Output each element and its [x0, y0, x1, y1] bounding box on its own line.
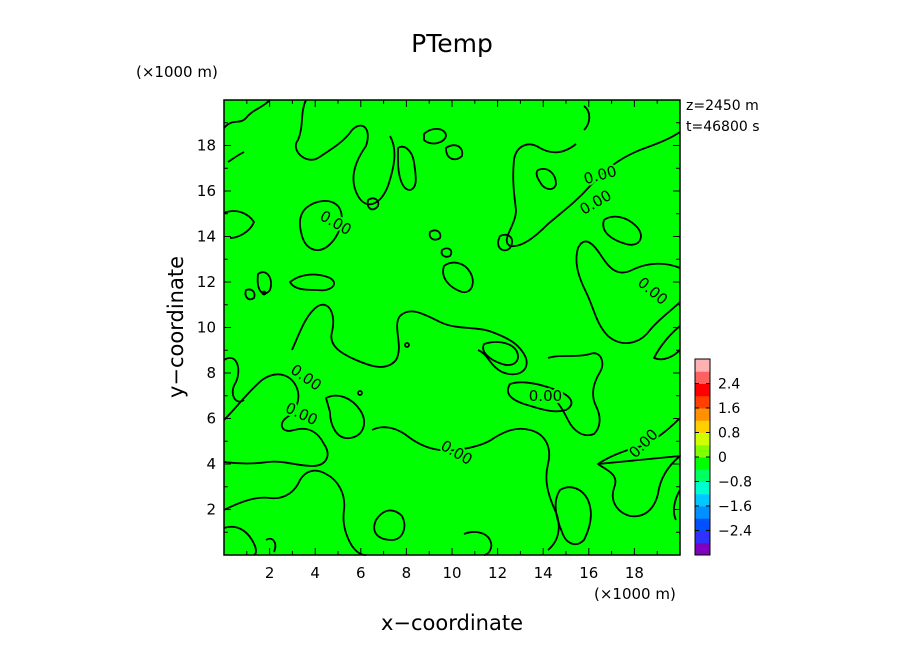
colorbar-swatch	[695, 518, 710, 531]
contour-line	[291, 303, 528, 376]
contour-line	[289, 273, 335, 292]
annotation-t: t=46800 s	[686, 119, 760, 135]
contour-line	[366, 197, 380, 211]
y-axis-label: y−coordinate	[164, 256, 188, 398]
colorbar-swatch	[695, 469, 710, 482]
colorbar-swatch	[695, 530, 710, 544]
colorbar-swatch	[695, 408, 710, 421]
colorbar-swatch	[695, 444, 710, 458]
colorbar-swatch	[695, 506, 710, 519]
x-axis-label: x−coordinate	[381, 611, 523, 635]
contour-line	[602, 215, 642, 246]
y-tick-label: 14	[197, 228, 216, 246]
contour-line	[299, 200, 343, 251]
contour-line	[673, 489, 681, 521]
annotation-z: z=2450 m	[686, 98, 759, 114]
contour-line	[497, 233, 513, 252]
x-tick-label: 18	[625, 564, 644, 582]
y-tick-label: 4	[206, 455, 216, 473]
contour-line	[597, 455, 681, 518]
colorbar-tick-label: −2.4	[718, 524, 752, 540]
x-tick-label: 6	[356, 564, 366, 582]
contour-line	[482, 341, 519, 366]
colorbar-swatch	[695, 395, 710, 409]
x-tick-label: 10	[442, 564, 461, 582]
contour-line	[445, 144, 464, 161]
y-tick-label: 6	[206, 410, 216, 428]
contour-line	[223, 357, 245, 403]
contour-line	[371, 426, 560, 551]
contour-line	[554, 486, 592, 546]
contour-line	[397, 145, 417, 191]
contour-line	[223, 99, 271, 129]
plot-area: 0.000.000.000.000.000.000.000.00 0.00	[223, 99, 681, 556]
contour-label: 0.00	[529, 387, 562, 405]
colorbar-swatch	[695, 542, 710, 556]
colorbar-tick-label: 0.8	[718, 426, 740, 442]
contour-line	[423, 128, 447, 145]
colorbar-tick-label: 1.6	[718, 401, 740, 417]
contour-line	[575, 240, 681, 344]
y-tick-label: 8	[206, 364, 216, 382]
contour-line	[223, 373, 329, 467]
contour-line	[325, 394, 365, 439]
y-tick-label: 16	[197, 182, 216, 200]
colorbar-swatch	[695, 383, 710, 397]
contour-line	[507, 381, 573, 413]
colorbar: 2.4 1.6 0.8 0 −0.8 −1.6 −2.4	[694, 358, 752, 556]
colorbar-swatch	[695, 493, 710, 507]
colorbar-swatch	[695, 481, 710, 495]
chart-title: PTemp	[411, 29, 493, 58]
x-tick-label: 16	[579, 564, 598, 582]
x-unit-label: (×1000 m)	[594, 585, 676, 603]
contour-dot	[357, 390, 363, 396]
contour-line	[597, 417, 681, 465]
contour-line	[535, 168, 557, 190]
contour-line	[265, 537, 277, 553]
colorbar-swatch	[695, 457, 710, 470]
contour-line	[583, 105, 591, 131]
y-tick-label: 12	[197, 273, 216, 291]
colorbar-tick-label: 0	[718, 450, 727, 466]
contour-line	[223, 210, 255, 239]
contour-dot	[261, 290, 267, 296]
contour-line	[545, 352, 604, 437]
contour-dot	[404, 342, 410, 348]
contour-line	[295, 99, 396, 206]
contour-line	[428, 229, 442, 241]
contour-line	[505, 131, 681, 248]
colorbar-swatch	[695, 420, 710, 433]
x-tick-label: 8	[402, 564, 412, 582]
contour-line	[653, 325, 681, 361]
y-unit-label: (×1000 m)	[136, 63, 218, 81]
x-tick-label: 12	[488, 564, 507, 582]
contour-lines	[223, 99, 681, 556]
colorbar-tick-label: 2.4	[718, 377, 740, 393]
y-tick-label: 10	[197, 319, 216, 337]
y-tick-label: 2	[206, 501, 216, 519]
contour-line	[373, 509, 406, 541]
x-tick-label: 14	[534, 564, 553, 582]
contour-line	[442, 261, 474, 294]
contour-line	[440, 247, 453, 258]
x-tick-label: 2	[265, 564, 275, 582]
axes: 2 4 6 8 10 12 14 16 18 2 4 6 8 10 12 14 16 18	[197, 100, 680, 582]
colorbar-swatch	[695, 432, 710, 446]
contour-line	[463, 531, 493, 556]
x-tick-label: 4	[310, 564, 320, 582]
contour-line	[256, 271, 272, 295]
colorbar-tick-label: −0.8	[718, 475, 752, 491]
y-tick-label: 18	[197, 137, 216, 155]
contour-line	[244, 288, 256, 301]
contour-line	[223, 525, 257, 556]
contour-line	[227, 151, 245, 163]
contour-line	[223, 469, 367, 556]
colorbar-swatch	[695, 371, 710, 384]
colorbar-tick-label: −1.6	[718, 499, 752, 515]
colorbar-swatch	[695, 359, 710, 372]
